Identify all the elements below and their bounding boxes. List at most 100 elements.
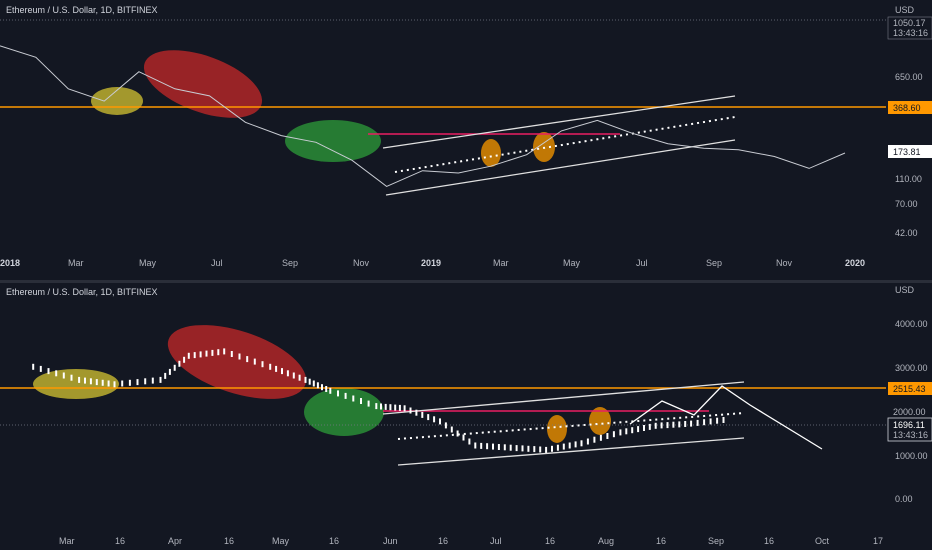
price-candle xyxy=(703,419,706,426)
currency-label-top: USD xyxy=(895,5,915,15)
orange-zone-bottom-2 xyxy=(589,407,611,435)
price-candle xyxy=(144,378,147,385)
level-label-box-bottom xyxy=(888,382,932,395)
price-candle xyxy=(223,348,226,355)
y-tick-bottom-3000: 3000.00 xyxy=(895,363,928,373)
price-candle xyxy=(551,445,553,452)
price-candle xyxy=(586,438,589,445)
price-candle xyxy=(433,416,436,423)
price-candle xyxy=(415,409,418,416)
price-candle xyxy=(637,426,640,433)
price-candle xyxy=(409,407,412,414)
price-candle xyxy=(308,378,311,385)
price-candle xyxy=(568,442,571,449)
green-zone xyxy=(285,120,381,162)
chart-title-bottom: Ethereum / U.S. Dollar, 1D, BITFINEX xyxy=(6,287,158,297)
price-candle xyxy=(427,414,430,421)
price-candle xyxy=(666,422,669,429)
x-tick-top-12: 2020 xyxy=(845,258,865,268)
x-tick-top-1: Mar xyxy=(68,258,84,268)
price-candle xyxy=(367,400,370,407)
channel-upper xyxy=(382,95,736,149)
price-candle xyxy=(606,433,609,439)
x-tick-bottom-4: May xyxy=(272,536,290,546)
price-candle xyxy=(672,421,675,428)
price-candle xyxy=(509,444,512,451)
price-candle xyxy=(173,364,176,371)
price-candle xyxy=(360,398,362,404)
price-candle xyxy=(660,422,663,429)
x-tick-bottom-6: Jun xyxy=(383,536,398,546)
x-tick-top-11: Nov xyxy=(776,258,793,268)
last-price-label-top: 173.81 xyxy=(893,147,921,157)
price-candle xyxy=(709,418,712,425)
price-candle xyxy=(456,430,459,437)
x-tick-top-2: May xyxy=(139,258,157,268)
price-candles-bottom xyxy=(32,348,725,453)
price-candle xyxy=(486,443,489,450)
price-candle xyxy=(678,421,681,428)
y-tick-bottom-0: 0.00 xyxy=(895,494,913,504)
price-candle xyxy=(574,441,577,448)
level-label-box-top xyxy=(888,101,932,114)
price-candle xyxy=(78,376,81,383)
price-candle xyxy=(164,372,167,379)
price-candle xyxy=(521,445,524,452)
price-candle xyxy=(281,368,283,375)
price-candle xyxy=(545,446,548,453)
price-candle xyxy=(648,423,651,430)
price-candle xyxy=(375,403,378,410)
x-tick-bottom-3: 16 xyxy=(224,536,234,546)
top-chart-panel[interactable]: Ethereum / U.S. Dollar, 1D, BITFINEX USD… xyxy=(0,0,932,282)
price-candle xyxy=(643,425,645,431)
price-candle xyxy=(533,446,536,453)
last-price-box-bottom xyxy=(887,417,932,442)
price-candle xyxy=(344,392,347,399)
price-candle xyxy=(128,379,131,386)
channel-upper-bottom xyxy=(382,381,745,415)
price-candle xyxy=(113,381,116,388)
price-candle xyxy=(421,411,424,418)
price-candle xyxy=(474,442,477,449)
price-candle xyxy=(398,404,401,411)
last-price-label-bottom: 1696.11 xyxy=(893,420,925,430)
price-candle xyxy=(316,382,319,389)
price-candle xyxy=(230,351,233,357)
price-candle xyxy=(389,404,392,411)
orange-zone-bottom-1 xyxy=(547,415,567,443)
price-candle xyxy=(654,422,657,429)
price-candle xyxy=(205,350,208,357)
price-candle xyxy=(47,368,50,375)
x-tick-top-9: Jul xyxy=(636,258,648,268)
price-candle xyxy=(394,404,397,411)
orange-zone-1 xyxy=(481,139,501,167)
price-candle xyxy=(304,376,307,383)
x-tick-bottom-12: Sep xyxy=(708,536,724,546)
price-candle xyxy=(599,434,602,441)
red-zone-bottom xyxy=(167,325,307,399)
bottom-chart-panel[interactable]: Ethereum / U.S. Dollar, 1D, BITFINEX USD… xyxy=(0,282,932,550)
channel-lower xyxy=(385,139,736,196)
channel-midline xyxy=(394,116,736,173)
x-tick-top-10: Sep xyxy=(706,258,722,268)
price-candle xyxy=(89,378,92,385)
price-candle xyxy=(450,426,453,433)
price-candle xyxy=(556,444,559,451)
price-candle xyxy=(312,380,315,387)
x-tick-top-6: 2019 xyxy=(421,258,441,268)
price-candle xyxy=(619,429,622,436)
price-candle xyxy=(329,387,332,394)
price-candle xyxy=(136,379,139,386)
x-tick-top-7: Mar xyxy=(493,258,509,268)
price-candle xyxy=(593,436,596,443)
price-candle xyxy=(696,419,699,426)
price-candle xyxy=(352,395,355,402)
price-candle xyxy=(527,445,530,452)
x-tick-bottom-7: 16 xyxy=(438,536,448,546)
price-candle xyxy=(625,428,628,435)
panel-divider[interactable] xyxy=(0,280,932,283)
x-tick-bottom-0: Mar xyxy=(59,536,75,546)
price-candle xyxy=(121,380,124,387)
price-candle xyxy=(337,390,339,397)
y-tick-top-650: 650.00 xyxy=(895,72,923,82)
